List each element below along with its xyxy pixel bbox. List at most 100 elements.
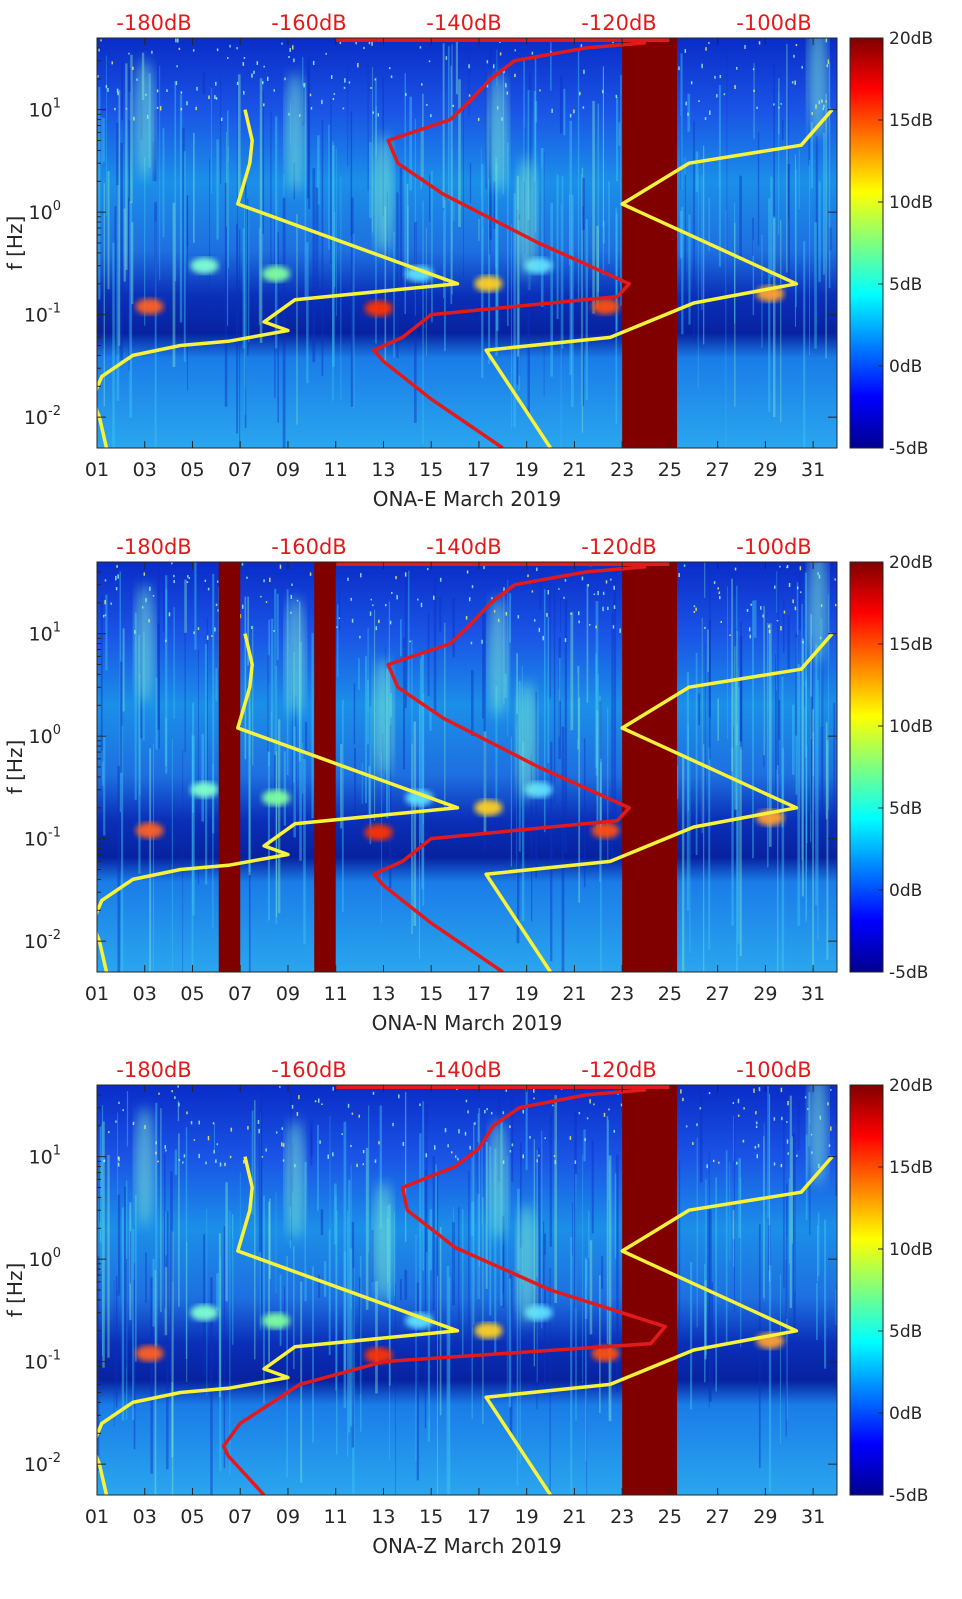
noise-streak [153,109,157,182]
noise-streak [582,1154,584,1384]
noise-streak [283,1286,285,1336]
noise-streak [193,132,195,243]
noise-speckle [602,606,604,612]
spectrogram-background [97,1085,837,1495]
noise-speckle [368,41,371,45]
noise-streak [279,1274,282,1346]
noise-streak [783,1112,785,1288]
noise-streak [519,1273,521,1465]
noise-streak [518,214,521,376]
noise-speckle [597,590,599,596]
noise-speckle [787,1101,789,1106]
noise-streak [752,600,754,859]
noise-streak [214,1123,215,1150]
noise-streak [348,1180,351,1433]
noise-streak [185,1127,188,1360]
noise-speckle [683,564,686,567]
noise-speckle [227,57,229,59]
noise-streak [736,585,738,810]
noise-streak [717,698,719,741]
colorbar-label: 15dB [889,635,933,655]
noise-streak [275,1191,277,1294]
noise-speckle [192,49,195,52]
energy-plume [285,72,306,193]
noise-speckle [773,103,775,106]
noise-speckle [143,572,146,576]
x-tick-label: 15 [419,983,443,1005]
microseism-peak [474,799,503,816]
noise-speckle [514,73,516,78]
noise-streak [595,653,598,768]
noise-speckle [781,1116,783,1121]
noise-streak [166,1211,169,1470]
noise-speckle [444,1128,447,1133]
microseism-peak [405,1312,434,1329]
noise-streak [365,1147,369,1310]
noise-speckle [698,100,700,103]
noise-streak [236,224,238,434]
red-noise-curve [372,564,647,972]
noise-streak [347,65,349,167]
microseism-peak [364,824,393,841]
noise-speckle [754,1145,757,1149]
noise-speckle [178,47,181,51]
x-tick-label: 13 [371,983,395,1005]
noise-streak [329,1116,331,1312]
noise-streak [516,725,517,918]
noise-streak [216,1273,219,1311]
y-tick-label: 101 [29,97,61,122]
noise-speckle [588,624,591,626]
noise-speckle [186,1111,188,1115]
noise-speckle [107,87,109,92]
energy-plume [373,134,394,255]
noise-streak [538,1147,541,1311]
x-tick-label: 17 [467,1506,491,1528]
noise-streak [100,1164,102,1241]
noise-speckle [100,39,102,42]
noise-streak [192,702,195,813]
noise-streak [483,613,486,850]
noise-streak [119,571,121,813]
noise-streak [178,1133,180,1307]
noise-streak [206,1208,208,1396]
noise-streak [496,49,498,86]
top-db-label: -100dB [736,11,811,35]
noise-speckle [190,1121,193,1125]
noise-speckle [343,86,346,89]
noise-streak [133,1263,136,1450]
x-tick-label: 09 [276,459,300,481]
noise-speckle [419,46,422,49]
x-tick-label: 01 [85,459,109,481]
energy-plume [807,38,828,139]
noise-streak [436,1275,438,1495]
noise-streak [274,213,276,398]
noise-streak [718,84,721,267]
noise-speckle [732,1102,735,1104]
noise-speckle [458,1129,460,1134]
noise-streak [170,1171,173,1383]
noise-streak [584,1259,588,1320]
noise-speckle [291,583,293,586]
noise-streak [144,156,146,326]
noise-streak [258,227,261,325]
noise-streak [259,78,263,343]
noise-speckle [132,1121,135,1126]
noise-streak [120,725,124,972]
noise-streak [274,116,278,349]
noise-speckle [156,89,159,93]
noise-streak [735,724,738,972]
noise-speckle [678,573,680,578]
noise-speckle [753,89,755,93]
top-db-label: -140dB [426,11,501,35]
noise-streak [468,45,470,117]
noise-speckle [97,75,99,78]
noise-speckle [602,591,605,596]
noise-streak [564,599,568,854]
noise-speckle [743,1107,745,1110]
noise-speckle [706,1164,708,1169]
noise-streak [708,619,711,718]
noise-streak [827,594,829,810]
noise-speckle [291,1105,294,1109]
noise-speckle [748,627,751,632]
noise-speckle [791,81,794,84]
